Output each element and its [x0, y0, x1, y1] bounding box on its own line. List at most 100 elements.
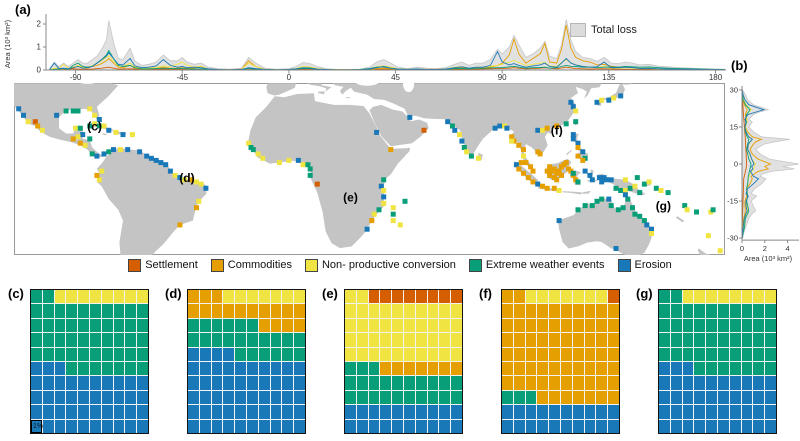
- waffle-cell: [223, 304, 235, 318]
- loss-cell-N: [622, 177, 628, 183]
- waffle-cell: [66, 361, 78, 376]
- waffle-cell: [235, 419, 246, 433]
- waffle-cell: [42, 347, 54, 361]
- loss-cell-C: [525, 175, 531, 181]
- waffle-cell: [451, 361, 462, 376]
- waffle-cell: [765, 318, 776, 333]
- waffle-cell: [211, 361, 223, 376]
- waffle-cell: [258, 405, 270, 419]
- waffle-cell: [42, 376, 54, 390]
- waffle-cell: [753, 361, 765, 376]
- waffle-cell: [502, 290, 513, 304]
- loss-cell-C: [554, 123, 560, 129]
- waffle-cell: [66, 318, 78, 333]
- waffle-cell: [188, 361, 199, 376]
- loss-cell-N: [255, 151, 261, 157]
- waffle-cell: [247, 405, 258, 419]
- loss-cell-E: [305, 162, 311, 168]
- waffle-cell: [670, 304, 682, 318]
- loss-cell-B: [599, 179, 605, 185]
- legend-label: Settlement: [145, 259, 198, 271]
- loss-cell-C: [70, 136, 76, 142]
- waffle-cell: [54, 419, 66, 433]
- loss-cell-B: [649, 226, 654, 232]
- caspian-sea: [403, 83, 415, 93]
- waffle-cell: [223, 318, 235, 333]
- waffle-cell: [392, 333, 403, 347]
- waffle-cell: [294, 290, 305, 304]
- waffle-cell: [584, 347, 596, 361]
- loss-cell-B: [80, 132, 86, 138]
- waffle-cell: [188, 405, 199, 419]
- waffle-cell: [415, 290, 427, 304]
- waffle-cell: [718, 405, 729, 419]
- waffle-cell: [258, 376, 270, 390]
- loss-cell-C: [521, 147, 526, 153]
- waffle-cell: [561, 318, 572, 333]
- loss-driver-cells: [16, 93, 723, 254]
- loss-cell-B: [580, 149, 586, 155]
- waffle-cell: [451, 419, 462, 433]
- waffle-cell: [537, 405, 549, 419]
- loss-cell-N: [25, 119, 31, 125]
- waffle-cell: [753, 318, 765, 333]
- loss-cell-E: [641, 218, 647, 224]
- waffle-cell: [368, 347, 380, 361]
- waffle-cell: [718, 304, 729, 318]
- waffle-cell: [270, 304, 282, 318]
- legend-item-N: Non- productive conversion: [304, 258, 456, 272]
- loss-cell-N: [286, 157, 292, 163]
- waffle-cell: [561, 376, 572, 390]
- waffle-cell: [101, 290, 113, 304]
- waffle-cell: [729, 333, 741, 347]
- waffle-cell: [439, 318, 451, 333]
- waffle-cell: [608, 318, 619, 333]
- waffle-cell: [223, 290, 235, 304]
- waffle-cell: [525, 290, 537, 304]
- loss-cell-B: [570, 104, 576, 110]
- waffle-cell: [659, 318, 670, 333]
- waffle-cell: [247, 361, 258, 376]
- legend-label: Non- productive conversion: [321, 259, 456, 271]
- loss-cell-N: [658, 188, 664, 193]
- waffle-cell: [608, 390, 619, 405]
- waffle-cell: [223, 361, 235, 376]
- waffle-unit-note: 1%: [31, 419, 43, 433]
- loss-cell-S: [314, 181, 320, 187]
- waffle-cell: [247, 304, 258, 318]
- waffle-cell: [90, 361, 101, 376]
- waffle-cell: [706, 390, 717, 405]
- waffle-cell: [368, 405, 380, 419]
- waffle-cell: [670, 290, 682, 304]
- waffle-cell: [706, 333, 717, 347]
- loss-cell-E: [96, 123, 102, 129]
- waffle-cell: [765, 347, 776, 361]
- waffle-cell: [513, 304, 525, 318]
- waffle-cell: [451, 318, 462, 333]
- waffle-cell: [596, 361, 608, 376]
- waffle-cell: [718, 290, 729, 304]
- waffle-cell: [101, 419, 113, 433]
- waffle-cell: [270, 347, 282, 361]
- waffle-cell: [199, 347, 211, 361]
- waffle-cell: [439, 333, 451, 347]
- waffle-cell: [42, 419, 54, 433]
- waffle-cell: [294, 376, 305, 390]
- waffle-cell: [345, 290, 356, 304]
- waffle-cell: [113, 376, 125, 390]
- loss-cell-N: [649, 231, 654, 236]
- waffle-cell: [694, 419, 706, 433]
- loss-cell-E: [637, 190, 643, 196]
- waffle-cell: [741, 290, 753, 304]
- waffle-cell: [729, 347, 741, 361]
- waffle-cell: [368, 318, 380, 333]
- legend-swatch-icon: [210, 258, 224, 272]
- waffle-cell: [659, 390, 670, 405]
- waffle-cell: [78, 304, 89, 318]
- loss-cell-N: [194, 179, 199, 185]
- waffle-cell: [561, 419, 572, 433]
- waffle-cell: [137, 318, 148, 333]
- loss-cell-S: [421, 127, 427, 133]
- loss-cell-E: [613, 185, 619, 191]
- waffle-cell: [549, 390, 560, 405]
